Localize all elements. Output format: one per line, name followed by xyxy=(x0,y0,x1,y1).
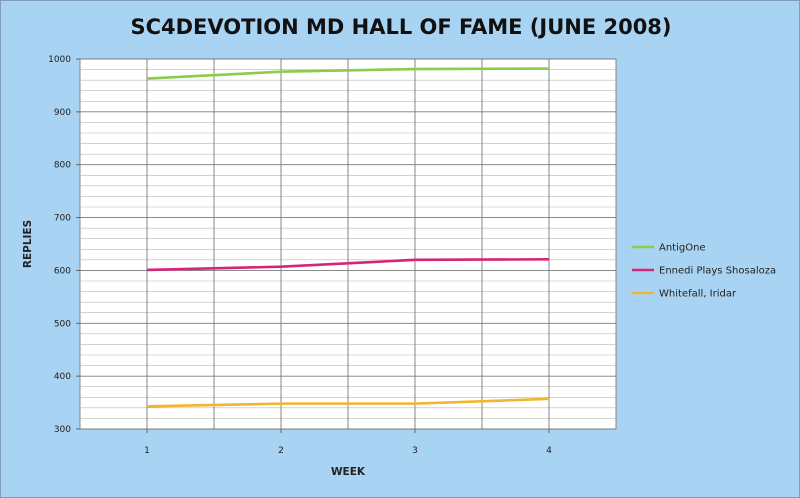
x-axis-label: WEEK xyxy=(331,466,366,478)
x-tick-label: 1 xyxy=(144,446,150,456)
series-line-1 xyxy=(146,67,550,80)
series-lines xyxy=(146,67,550,408)
y-tick-label: 700 xyxy=(54,214,71,224)
y-tick-label: 300 xyxy=(54,425,71,435)
y-tick-label: 800 xyxy=(54,161,71,171)
x-tick-label: 4 xyxy=(546,446,552,456)
legend-entry: AntigOne xyxy=(659,243,706,254)
legend: AntigOne Ennedi Plays Shosaloza Whitefall,… xyxy=(632,243,776,300)
legend-entry: Whitefall, Iridar xyxy=(659,289,737,300)
y-tick-label: 1000 xyxy=(48,55,71,65)
x-tick-label: 3 xyxy=(412,446,418,456)
legend-entry: Ennedi Plays Shosaloza xyxy=(659,266,776,277)
y-axis-label: REPLIES xyxy=(22,220,34,268)
x-axis-ticks: 1 2 3 4 xyxy=(144,429,552,456)
y-tick-label: 600 xyxy=(54,266,71,276)
y-tick-label: 400 xyxy=(54,372,71,382)
series-line-3 xyxy=(146,397,550,408)
y-tick-label: 500 xyxy=(54,319,71,329)
x-tick-label: 2 xyxy=(278,446,284,456)
series-line-2 xyxy=(146,258,550,272)
y-tick-label: 900 xyxy=(54,108,71,118)
chart-title: SC4DEVOTION MD HALL OF FAME (JUNE 2008) xyxy=(130,15,671,39)
y-axis-ticks: 300 400 500 600 700 800 900 1000 xyxy=(48,55,80,435)
grid-lines xyxy=(80,58,616,430)
